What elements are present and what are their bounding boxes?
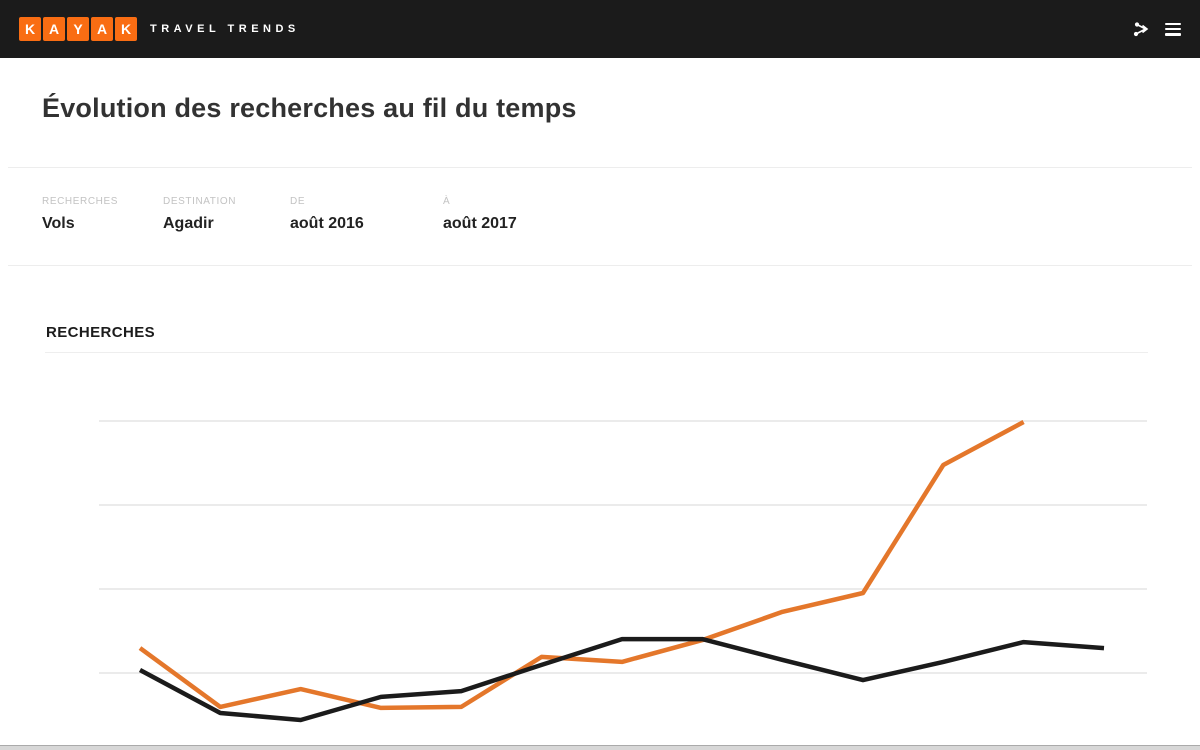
recherches-noir-line xyxy=(138,636,1105,723)
divider xyxy=(8,265,1192,266)
logo-tile: K xyxy=(19,17,41,41)
filter-label: RECHERCHES xyxy=(42,196,119,207)
page-title: Évolution des recherches au fil du temps xyxy=(42,93,577,123)
filter-label: DESTINATION xyxy=(163,196,237,207)
chart-section-title: RECHERCHES xyxy=(46,324,156,341)
logo-tile: K xyxy=(115,17,137,41)
filter-value: Vols xyxy=(42,215,75,232)
filter-value: Agadir xyxy=(163,215,214,232)
logo-tile: A xyxy=(43,17,65,41)
filter-label: DE xyxy=(290,196,306,207)
filter-date-to[interactable]: À août 2017 xyxy=(443,196,517,233)
menu-icon[interactable] xyxy=(1164,21,1182,37)
brand-subtitle: TRAVEL TRENDS xyxy=(150,23,300,35)
filter-destination[interactable]: DESTINATION Agadir xyxy=(163,196,236,233)
app-header: K A Y A K TRAVEL TRENDS xyxy=(0,0,1200,58)
filter-value: août 2016 xyxy=(290,215,364,232)
filter-recherches[interactable]: RECHERCHES Vols xyxy=(42,196,118,233)
divider xyxy=(45,352,1148,353)
recherches-orange-line xyxy=(138,420,1025,711)
filter-date-from[interactable]: DE août 2016 xyxy=(290,196,364,233)
logo-tile: Y xyxy=(67,17,89,41)
logo-tile: A xyxy=(91,17,113,41)
filter-bar: RECHERCHES Vols DESTINATION Agadir DE ao… xyxy=(0,196,1200,244)
filter-value: août 2017 xyxy=(443,215,517,232)
share-icon[interactable] xyxy=(1132,21,1150,37)
searches-over-time-chart xyxy=(99,420,1147,723)
page-bottom-divider xyxy=(0,745,1200,750)
divider xyxy=(8,167,1192,168)
kayak-logo[interactable]: K A Y A K xyxy=(19,17,137,41)
filter-label: À xyxy=(443,196,451,207)
